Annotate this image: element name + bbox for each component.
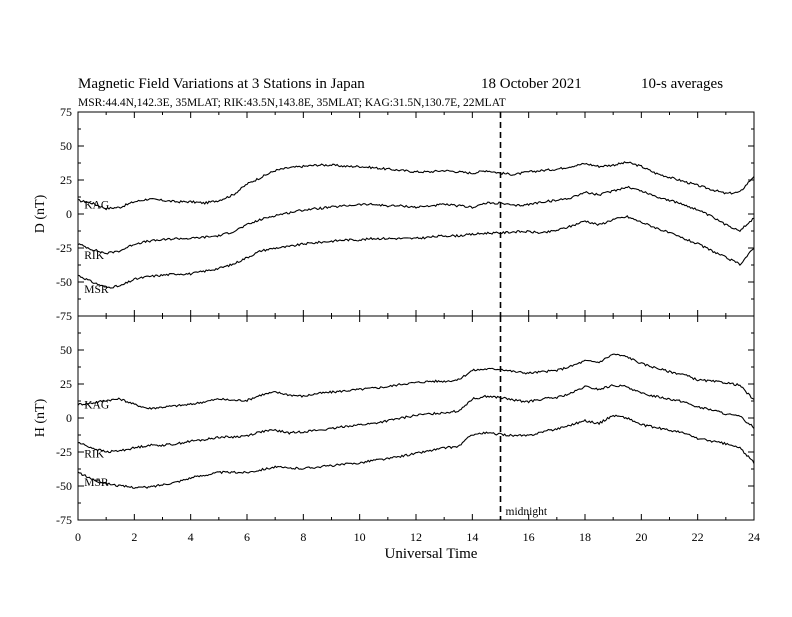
x-tick-label: 24 <box>748 530 760 544</box>
x-tick-label: 20 <box>635 530 647 544</box>
x-axis-label: Universal Time <box>385 546 478 562</box>
y-tick-label: 25 <box>60 173 72 187</box>
series-line-msr <box>77 414 755 489</box>
x-tick-label: 16 <box>523 530 535 544</box>
y-tick-label: 25 <box>60 377 72 391</box>
y-tick-label: 50 <box>60 139 72 153</box>
chart-title: Magnetic Field Variations at 3 Stations … <box>78 76 365 92</box>
y-tick-label: -50 <box>56 275 72 289</box>
x-tick-label: 18 <box>579 530 591 544</box>
panel-h: 50 25 0 -25 -50 -75 H (nT) KAG RIK MSR <box>33 315 755 527</box>
x-tick-label: 22 <box>692 530 704 544</box>
y-tick-label: 0 <box>66 411 72 425</box>
y-tick-label: -25 <box>56 241 72 255</box>
chart-subtitle: MSR:44.4N,142.3E, 35MLAT; RIK:43.5N,143.… <box>78 97 506 109</box>
chart-date: 18 October 2021 <box>481 76 582 92</box>
panel-frame <box>77 315 755 521</box>
x-tick-label: 0 <box>75 530 81 544</box>
y-axis-label: D (nT) <box>33 194 48 233</box>
y-tick-label: -25 <box>56 445 72 459</box>
series-label-rik: RIK <box>84 250 105 262</box>
series-line-kag <box>77 161 755 211</box>
x-tick-label: 4 <box>188 530 194 544</box>
x-tick-label: 6 <box>244 530 250 544</box>
series-line-rik <box>77 185 755 255</box>
y-axis-label: H (nT) <box>33 398 48 437</box>
midnight-label: midnight <box>506 506 548 518</box>
panel-frame <box>77 111 755 317</box>
series-line-msr <box>77 215 755 289</box>
x-tick-label: 8 <box>300 530 306 544</box>
series-label-kag: KAG <box>84 199 109 211</box>
series-line-rik <box>77 384 755 454</box>
series-label-kag: KAG <box>84 399 109 411</box>
series-label-msr: MSR <box>84 284 109 296</box>
y-tick-label: -50 <box>56 479 72 493</box>
y-tick-label: 75 <box>60 105 72 119</box>
plot-panels: 75 50 25 0 -25 -50 -75 D (nT) KAG RIK MSR 50 25 0 -25 -… <box>33 105 760 544</box>
series-line-kag <box>77 353 755 410</box>
chart-averaging: 10-s averages <box>641 76 723 92</box>
y-tick-label: -75 <box>56 309 72 323</box>
panel-d: 75 50 25 0 -25 -50 -75 D (nT) KAG RIK MSR <box>33 105 755 323</box>
x-tick-label: 10 <box>354 530 366 544</box>
x-tick-label: 12 <box>410 530 422 544</box>
y-tick-label: -75 <box>56 513 72 527</box>
series-label-msr: MSR <box>84 477 109 489</box>
y-tick-label: 50 <box>60 343 72 357</box>
x-tick-label: 14 <box>466 530 478 544</box>
y-tick-label: 0 <box>66 207 72 221</box>
series-label-rik: RIK <box>84 448 105 460</box>
x-tick-label: 2 <box>131 530 137 544</box>
